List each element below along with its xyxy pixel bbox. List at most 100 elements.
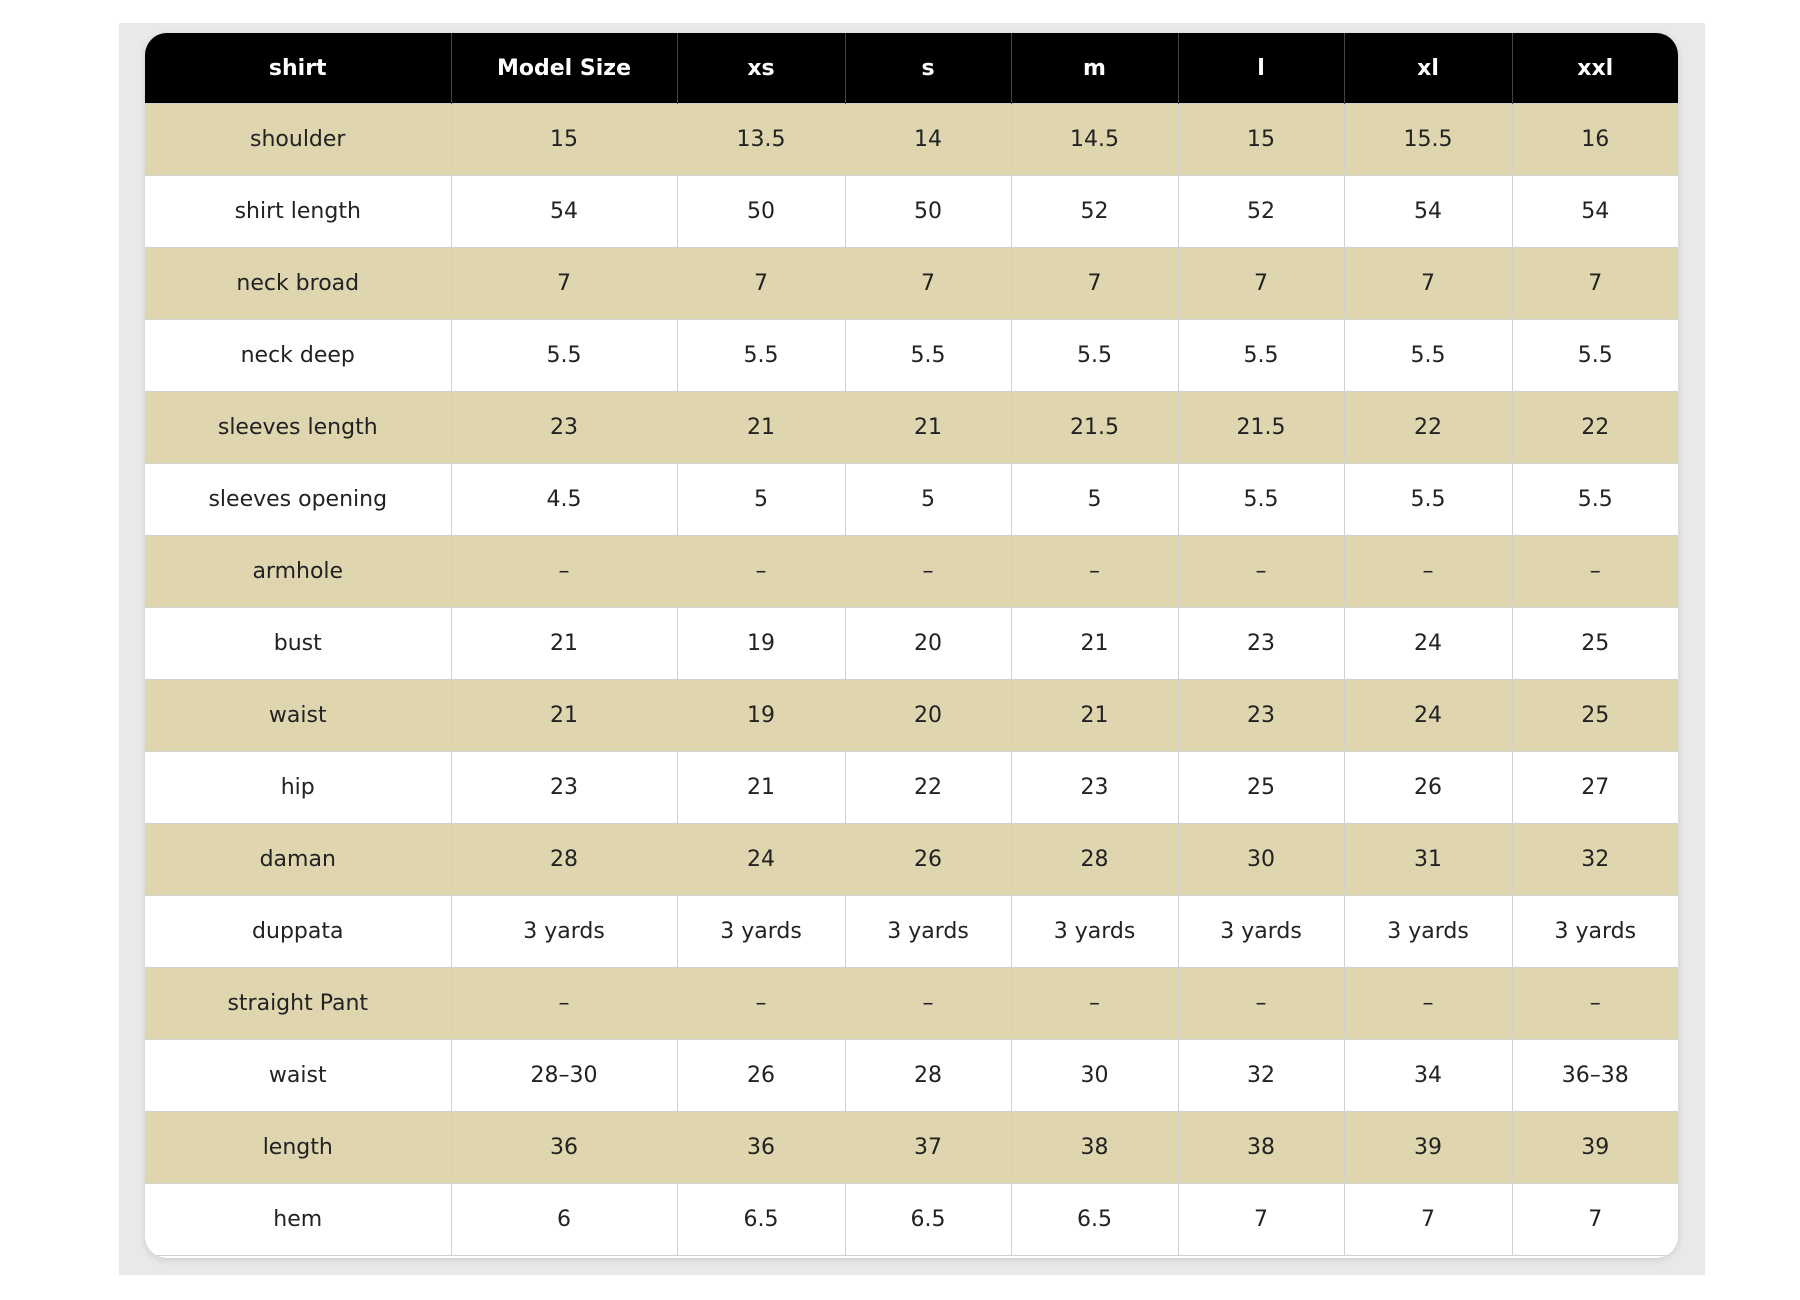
table-cell: 36 [676, 1111, 846, 1184]
table-cell: 21 [844, 391, 1012, 464]
table-cell: 21 [450, 679, 678, 752]
table-cell: 5 [676, 463, 846, 536]
row-label: neck broad [145, 247, 452, 320]
table-cell: 15 [1177, 103, 1345, 176]
table-row: neck broad 7 7 7 7 7 7 7 [145, 247, 1678, 320]
table-cell: – [844, 967, 1012, 1040]
row-label: straight Pant [145, 967, 452, 1040]
table-cell: 7 [676, 247, 846, 320]
row-label: duppata [145, 895, 452, 968]
table-cell: 16 [1511, 103, 1678, 176]
table-cell: 6 [450, 1183, 678, 1256]
table-cell: 24 [676, 823, 846, 896]
table-row: hip 23 21 22 23 25 26 27 [145, 751, 1678, 824]
row-label: neck deep [145, 319, 452, 392]
table-cell: 28 [1010, 823, 1179, 896]
table-cell: 21 [676, 391, 846, 464]
table-cell: 6.5 [844, 1183, 1012, 1256]
table-row: sleeves opening 4.5 5 5 5 5.5 5.5 5.5 [145, 463, 1678, 536]
table-cell: 7 [1177, 1183, 1345, 1256]
table-cell: 5.5 [676, 319, 846, 392]
table-cell: 3 yards [844, 895, 1012, 968]
table-cell: – [450, 967, 678, 1040]
table-cell: 23 [450, 391, 678, 464]
table-cell: 50 [676, 175, 846, 248]
row-label: daman [145, 823, 452, 896]
table-cell: 20 [844, 679, 1012, 752]
table-row: neck deep 5.5 5.5 5.5 5.5 5.5 5.5 5.5 [145, 319, 1678, 392]
table-cell: 25 [1177, 751, 1345, 824]
table-cell: 6.5 [1010, 1183, 1179, 1256]
table-cell: 5.5 [1010, 319, 1179, 392]
header-cell: Model Size [450, 33, 677, 104]
table-cell: 5.5 [450, 319, 678, 392]
table-cell: 32 [1511, 823, 1678, 896]
table-cell: 21 [676, 751, 846, 824]
table-cell: 25 [1511, 679, 1678, 752]
table-cell: 26 [1343, 751, 1513, 824]
table-cell: 5.5 [1511, 319, 1678, 392]
table-cell: 26 [676, 1039, 846, 1112]
table-cell: – [1511, 967, 1678, 1040]
table-cell: 27 [1511, 751, 1678, 824]
table-cell: 14 [844, 103, 1012, 176]
table-cell: 15 [450, 103, 678, 176]
table-cell: 21 [1010, 607, 1179, 680]
table-cell: 21 [450, 607, 678, 680]
header-cell: xs [676, 33, 845, 104]
table-cell: 24 [1343, 607, 1513, 680]
table-cell: 54 [1343, 175, 1513, 248]
size-table: shirt Model Size xs s m l xl xxl shoulder 15 13.5… [145, 33, 1678, 1256]
row-label: hem [145, 1183, 452, 1256]
table-cell: 4.5 [450, 463, 678, 536]
header-cell: shirt [145, 33, 451, 104]
table-cell: 7 [1010, 247, 1179, 320]
table-row: shirt length 54 50 50 52 52 54 54 [145, 175, 1678, 248]
table-cell: 22 [844, 751, 1012, 824]
table-cell: 36 [450, 1111, 678, 1184]
table-cell: 22 [1343, 391, 1513, 464]
table-cell: 38 [1177, 1111, 1345, 1184]
table-cell: 28 [844, 1039, 1012, 1112]
table-row: bust 21 19 20 21 23 24 25 [145, 607, 1678, 680]
table-row: sleeves length 23 21 21 21.5 21.5 22 22 [145, 391, 1678, 464]
table-cell: 23 [1010, 751, 1179, 824]
table-cell: 19 [676, 607, 846, 680]
table-cell: 28 [450, 823, 678, 896]
header-cell: l [1177, 33, 1344, 104]
table-cell: 54 [1511, 175, 1678, 248]
table-row: hem 6 6.5 6.5 6.5 7 7 7 [145, 1183, 1678, 1256]
table-cell: 5.5 [1177, 319, 1345, 392]
table-cell: 19 [676, 679, 846, 752]
table-cell: – [1010, 535, 1179, 608]
header-cell: s [844, 33, 1011, 104]
table-cell: 50 [844, 175, 1012, 248]
table-cell: 20 [844, 607, 1012, 680]
table-cell: 5 [844, 463, 1012, 536]
table-cell: 22 [1511, 391, 1678, 464]
table-cell: 15.5 [1343, 103, 1513, 176]
table-cell: 5.5 [1343, 319, 1513, 392]
table-cell: 21.5 [1010, 391, 1179, 464]
row-label: armhole [145, 535, 452, 608]
row-label: bust [145, 607, 452, 680]
table-cell: – [1343, 535, 1513, 608]
table-cell: 5.5 [844, 319, 1012, 392]
table-cell: 5 [1010, 463, 1179, 536]
table-cell: – [1010, 967, 1179, 1040]
table-cell: – [1177, 535, 1345, 608]
table-cell: 52 [1177, 175, 1345, 248]
table-cell: 3 yards [450, 895, 678, 968]
size-chart: shirt Model Size xs s m l xl xxl shoulder 15 13.5… [145, 33, 1678, 1258]
table-cell: 7 [1177, 247, 1345, 320]
row-label: sleeves length [145, 391, 452, 464]
header-cell: xl [1343, 33, 1512, 104]
table-cell: – [844, 535, 1012, 608]
table-cell: 31 [1343, 823, 1513, 896]
table-row: daman 28 24 26 28 30 31 32 [145, 823, 1678, 896]
table-cell: 7 [844, 247, 1012, 320]
table-cell: 6.5 [676, 1183, 846, 1256]
row-label: waist [145, 679, 452, 752]
table-cell: 30 [1010, 1039, 1179, 1112]
row-label: sleeves opening [145, 463, 452, 536]
